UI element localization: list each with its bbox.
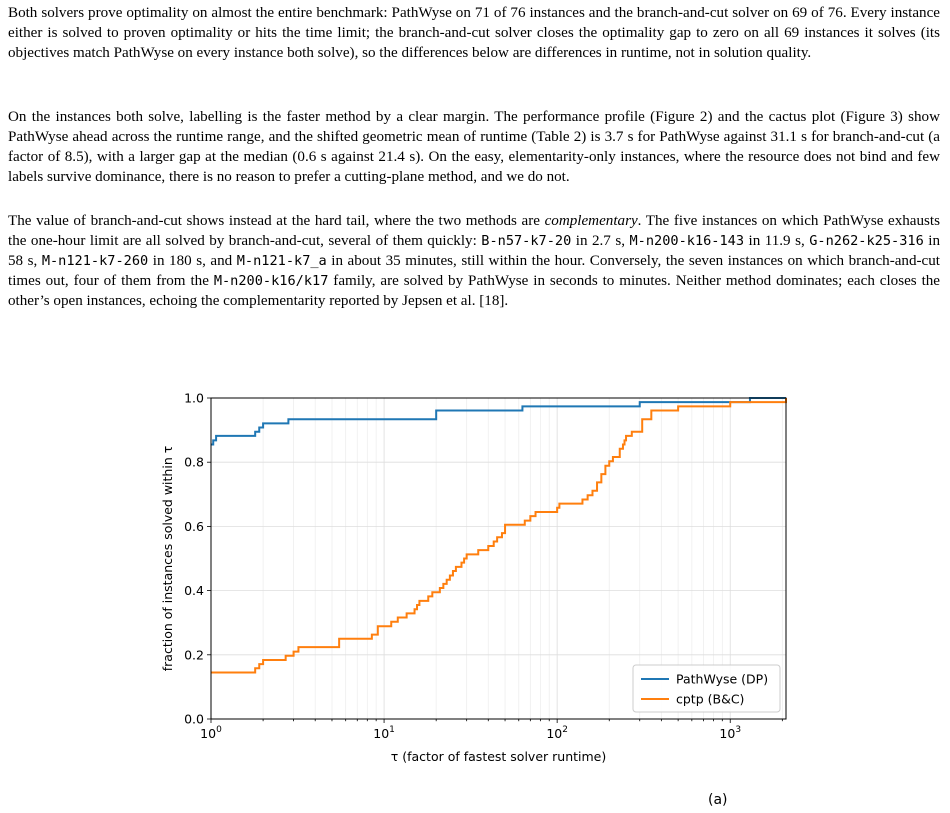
y-tick-label: 0.8 [184,455,204,470]
legend: PathWyse (DP) cptp (B&C) [632,664,781,713]
series-layer [211,397,787,674]
legend-box [632,664,781,713]
text-span: in 11.9 s, [744,233,810,249]
y-tick-label: 0.4 [184,583,204,598]
instance-name: B-n57-k7-20 [481,233,572,249]
text-span: in 180 s, and [148,253,237,269]
instance-name: M-n200-k16-143 [629,233,745,249]
y-tick-label: 0.0 [184,712,204,727]
instance-name: M-n121-k7_a [236,253,327,269]
text-span: in 2.7 s, [571,233,630,249]
instance-family-name: M-n200-k16/k17 [213,273,329,289]
legend-label-pathwyse: PathWyse (DP) [676,672,768,687]
x-tick-label: 103 [719,725,741,741]
instance-name: M-n121-k7-260 [41,253,149,269]
text-span: The value of branch-and-cut shows instea… [8,213,545,229]
legend-label-cptp: cptp (B&C) [676,692,744,707]
plot-frame [210,397,787,720]
text-span: . The five instances on which PathWyse e… [8,213,940,249]
paragraph-runtime-comparison: On the instances both solve, labelling i… [8,109,940,185]
emphasis-complementary: complementary [544,213,638,229]
text-span: in 58 s, [8,233,940,269]
paragraph-solver-optimality: Both solvers prove optimality on almost … [8,5,940,61]
y-axis-label: fraction of instances solved within τ [160,446,175,672]
y-tick-label: 1.0 [184,391,204,406]
text-span: in about 35 minutes, still within the ho… [8,253,940,289]
y-tick-label: 0.2 [184,647,204,662]
x-tick-label: 101 [373,725,395,741]
series-line-cptp [211,398,787,674]
subfigure-label-fragment: (a) [708,792,728,808]
x-axis-label: τ (factor of fastest solver runtime) [391,749,606,764]
text-span: family, are solved by PathWyse in second… [8,273,941,309]
x-tick-label: 100 [200,725,222,741]
x-tick-label: 102 [546,725,568,741]
paragraph-complementarity: The value of branch-and-cut shows instea… [8,211,940,311]
y-tick-label: 0.6 [184,519,204,534]
instance-name: G-n262-k25-316 [809,233,924,249]
series-line-pathwyse [211,397,786,446]
